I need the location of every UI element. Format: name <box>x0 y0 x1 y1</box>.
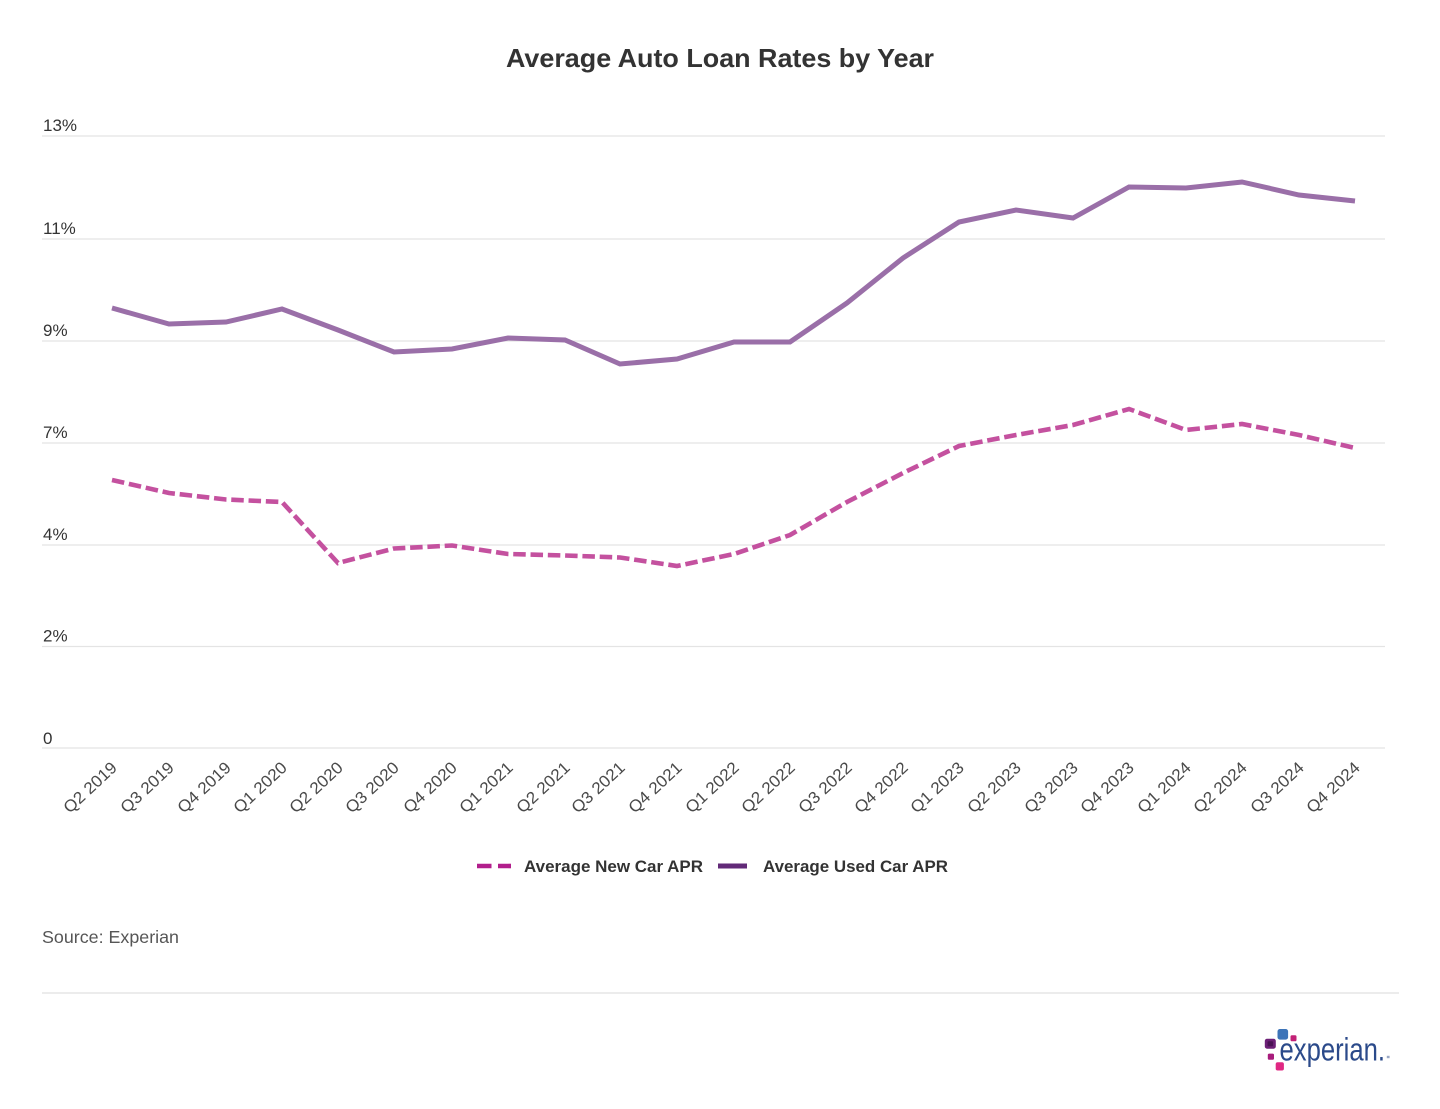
svg-text:Q2 2023: Q2 2023 <box>964 759 1025 817</box>
svg-text:9%: 9% <box>43 321 68 340</box>
svg-text:Q2 2020: Q2 2020 <box>286 759 347 817</box>
svg-text:2%: 2% <box>43 627 68 646</box>
svg-text:Q1 2021: Q1 2021 <box>456 759 517 817</box>
svg-text:Q1 2022: Q1 2022 <box>682 759 743 817</box>
svg-text:Q2 2024: Q2 2024 <box>1190 759 1251 817</box>
svg-text:Q1 2024: Q1 2024 <box>1134 759 1195 817</box>
svg-text:Q1 2023: Q1 2023 <box>907 759 968 817</box>
svg-text:7%: 7% <box>43 423 68 442</box>
svg-text:Q4 2021: Q4 2021 <box>625 759 686 817</box>
svg-text:0: 0 <box>43 729 52 748</box>
svg-text:Q4 2024: Q4 2024 <box>1303 759 1364 817</box>
svg-text:experian.: experian. <box>1280 1032 1386 1068</box>
svg-text:13%: 13% <box>43 116 77 135</box>
svg-text:Source: Experian: Source: Experian <box>42 927 179 947</box>
svg-text:Q4 2019: Q4 2019 <box>174 759 235 817</box>
svg-text:11%: 11% <box>43 219 76 238</box>
svg-text:Q2 2021: Q2 2021 <box>513 759 574 817</box>
svg-text:Q4 2020: Q4 2020 <box>400 759 461 817</box>
svg-text:Q3 2019: Q3 2019 <box>117 759 178 817</box>
svg-text:Average Used Car APR: Average Used Car APR <box>763 857 948 876</box>
svg-text:Q1 2020: Q1 2020 <box>230 759 291 817</box>
svg-text:Q3 2020: Q3 2020 <box>342 759 403 817</box>
svg-text:Q4 2022: Q4 2022 <box>851 759 912 817</box>
svg-text:Average Auto Loan Rates by Yea: Average Auto Loan Rates by Year <box>506 43 934 73</box>
svg-text:Q4 2023: Q4 2023 <box>1077 759 1138 817</box>
svg-text:Q2 2019: Q2 2019 <box>60 759 121 817</box>
svg-text:Q3 2023: Q3 2023 <box>1021 759 1082 817</box>
svg-text:Q3 2022: Q3 2022 <box>795 759 856 817</box>
svg-text:Q3 2021: Q3 2021 <box>568 759 629 817</box>
svg-text:Q2 2022: Q2 2022 <box>738 759 799 817</box>
svg-text:Q3 2024: Q3 2024 <box>1247 759 1308 817</box>
svg-text:4%: 4% <box>43 525 68 544</box>
svg-text:Average New Car APR: Average New Car APR <box>524 857 703 876</box>
